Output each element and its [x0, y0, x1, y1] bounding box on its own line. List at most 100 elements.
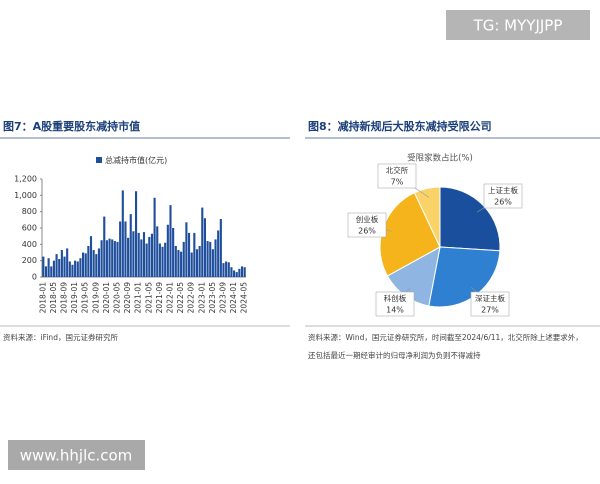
slice-name: 创业板	[356, 214, 379, 224]
slice-name: 深证主板	[475, 293, 505, 303]
label-box	[470, 291, 510, 317]
bar	[219, 219, 222, 277]
x-tick-label: 2020-09	[123, 282, 132, 314]
y-tick-label: 600	[22, 224, 37, 233]
x-tick-label: 2022-01	[165, 282, 174, 314]
bar	[161, 246, 164, 277]
bar	[235, 272, 238, 277]
x-tick-label: 2018-05	[49, 282, 58, 314]
bar	[100, 240, 103, 277]
x-tick-label: 2024-05	[240, 282, 249, 314]
bar	[132, 231, 135, 277]
bar	[201, 207, 204, 277]
bar	[185, 222, 188, 277]
bar	[227, 262, 230, 277]
chart-title: 图7：A股重要股东减持市值	[3, 119, 140, 133]
bar	[158, 243, 161, 277]
bar	[238, 268, 241, 277]
bar	[134, 191, 138, 277]
bar	[230, 267, 233, 277]
bar	[92, 250, 95, 277]
bar	[209, 241, 212, 277]
bar	[145, 243, 148, 277]
bar	[44, 266, 48, 277]
bar	[52, 260, 55, 277]
bar	[182, 241, 185, 277]
y-tick-label: 200	[22, 256, 37, 265]
watermark-box	[446, 10, 590, 40]
watermark-text: TG: MYYJJPP	[473, 17, 563, 35]
bar	[240, 266, 244, 277]
bar	[222, 263, 225, 277]
x-tick-label: 2019-05	[81, 282, 90, 314]
bar	[180, 251, 183, 277]
bar	[142, 232, 146, 277]
source-note: 资料来源：iFind，国元证券研究所	[3, 332, 118, 342]
watermark-box	[8, 440, 145, 470]
bar	[198, 245, 201, 277]
x-tick-label: 2023-01	[197, 282, 206, 314]
x-tick-label: 2020-01	[102, 282, 111, 314]
x-tick-label: 2022-09	[187, 282, 196, 314]
bar	[76, 261, 79, 277]
label-box	[377, 163, 417, 189]
slice-name: 北交所	[386, 165, 409, 175]
bar	[203, 218, 206, 277]
bar	[71, 264, 74, 277]
bar	[172, 228, 175, 277]
bar	[217, 230, 220, 277]
bar	[87, 245, 90, 277]
bar	[97, 248, 101, 277]
bar	[174, 245, 177, 277]
x-tick-label: 2023-05	[208, 282, 217, 314]
bar	[124, 221, 127, 277]
bar	[193, 232, 196, 277]
chart-subtitle: 受限家数占比(%)	[407, 153, 473, 164]
x-tick-label: 2021-01	[134, 282, 143, 314]
slice-value-label: 26%	[494, 198, 512, 207]
source-note: 还包括最近一期经审计的归母净利润为负则不得减持	[308, 350, 481, 360]
bar	[121, 190, 124, 277]
bar	[111, 239, 114, 277]
bar	[140, 239, 143, 277]
bar	[58, 259, 61, 277]
bar	[153, 197, 156, 277]
slice-value-label: 27%	[481, 306, 499, 315]
bar	[47, 258, 50, 277]
x-tick-label: 2021-05	[144, 282, 153, 314]
bar	[66, 248, 69, 277]
x-tick-label: 2024-01	[229, 282, 238, 314]
bar	[148, 236, 151, 277]
y-tick-label: 400	[22, 240, 37, 249]
bar	[95, 254, 98, 277]
bar	[195, 249, 199, 277]
bar	[190, 252, 193, 277]
slice-name: 科创板	[384, 293, 407, 303]
label-box	[483, 183, 523, 209]
bar	[113, 241, 116, 277]
x-tick-label: 2019-09	[91, 282, 100, 314]
bar	[211, 249, 214, 277]
legend-swatch	[96, 157, 102, 163]
bar	[233, 270, 236, 277]
bar	[60, 250, 63, 277]
bar	[105, 240, 108, 277]
x-tick-label: 2020-05	[113, 282, 122, 314]
bar	[108, 238, 111, 277]
pie-slice	[413, 186, 441, 248]
bar	[42, 256, 45, 277]
bar	[166, 224, 169, 277]
bar	[55, 254, 58, 277]
bar	[156, 226, 159, 277]
bar	[164, 242, 167, 277]
bar	[82, 252, 85, 277]
x-tick-label: 2023-09	[218, 282, 227, 314]
bar	[150, 233, 154, 277]
label-box	[347, 212, 387, 238]
x-tick-label: 2018-01	[38, 282, 47, 314]
y-tick-label: 0	[32, 273, 37, 282]
bar	[127, 237, 130, 277]
x-tick-label: 2019-01	[70, 282, 79, 314]
bar	[50, 266, 53, 277]
